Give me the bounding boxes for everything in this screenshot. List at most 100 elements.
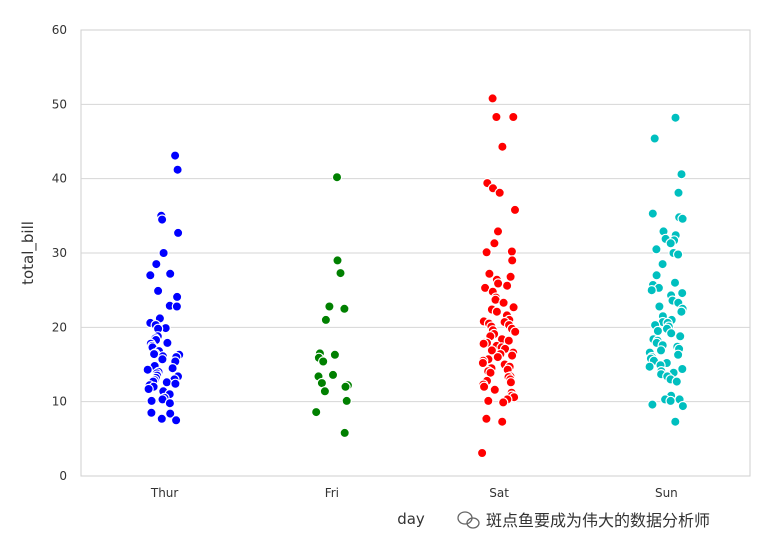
data-point-sun: [646, 285, 657, 296]
data-point-sun: [649, 133, 660, 144]
data-point-sat: [477, 357, 489, 369]
data-point-thur: [172, 227, 184, 239]
data-point-sat: [506, 350, 518, 361]
data-point-thur: [162, 337, 173, 349]
data-point-sat: [505, 377, 517, 388]
data-point-sun: [670, 112, 681, 123]
data-point-sat: [510, 326, 521, 337]
data-point-sat: [492, 278, 504, 289]
data-point-sun: [647, 399, 658, 410]
x-axis: Thur Fri Sat Sun: [150, 486, 678, 500]
data-point-thur: [171, 291, 183, 303]
data-point-sun: [673, 187, 684, 198]
data-point-thur: [161, 377, 172, 388]
data-point-sun: [654, 301, 665, 312]
data-point-sat: [498, 397, 509, 408]
watermark-text: 斑点鱼要成为伟大的数据分析师: [486, 511, 710, 530]
data-point-sat: [486, 345, 498, 356]
data-point-thur: [151, 258, 162, 270]
data-point-sun: [670, 416, 681, 427]
data-point-fri: [327, 369, 339, 381]
data-point-sat: [484, 268, 495, 279]
data-point-sat: [491, 111, 502, 123]
data-point-sun: [665, 238, 676, 249]
data-point-sat: [489, 384, 500, 395]
data-point-fri: [318, 356, 329, 367]
data-point-sun: [644, 361, 655, 372]
data-point-thur: [143, 383, 154, 395]
data-point-sat: [497, 416, 508, 427]
data-points: [142, 93, 689, 459]
data-point-sat: [506, 246, 518, 257]
y-tick-label: 20: [52, 320, 67, 334]
data-point-sun: [665, 395, 676, 407]
data-point-fri: [329, 349, 341, 360]
watermark: 斑点鱼要成为伟大的数据分析师: [457, 511, 710, 530]
data-point-thur: [148, 348, 160, 360]
data-point-sat: [487, 93, 498, 104]
data-point-sat: [509, 204, 521, 216]
data-point-fri: [331, 171, 343, 183]
data-point-sat: [508, 302, 519, 313]
data-point-sat: [491, 306, 503, 317]
data-point-fri: [341, 395, 352, 407]
data-point-sat: [497, 141, 508, 152]
data-point-thur: [167, 363, 178, 374]
data-point-sun: [655, 345, 667, 356]
gridlines: [81, 103, 750, 403]
data-point-fri: [320, 314, 332, 326]
x-axis-label: day: [397, 510, 425, 528]
data-point-thur: [171, 301, 183, 312]
data-point-sun: [676, 168, 687, 180]
data-point-sat: [492, 226, 504, 237]
x-tick-label: Thur: [150, 486, 179, 500]
data-point-sat: [478, 338, 489, 349]
data-point-fri: [332, 255, 343, 266]
data-point-sun: [672, 249, 684, 260]
data-point-sun: [657, 258, 668, 270]
data-point-thur: [164, 408, 176, 419]
y-axis: 0 10 20 30 40 50 60: [52, 23, 67, 483]
data-point-sat: [501, 280, 513, 291]
data-point-thur: [152, 285, 164, 297]
data-point-sun: [647, 208, 659, 219]
y-tick-label: 10: [52, 395, 67, 409]
y-tick-label: 40: [52, 172, 67, 186]
data-point-sun: [669, 277, 681, 288]
data-point-sat: [492, 351, 503, 363]
x-tick-label: Sun: [655, 486, 678, 500]
data-point-fri: [311, 406, 322, 418]
data-point-thur: [164, 268, 176, 279]
y-tick-label: 50: [52, 97, 67, 111]
data-point-sat: [483, 395, 494, 407]
data-point-thur: [170, 378, 181, 389]
data-point-fri: [340, 381, 351, 392]
data-point-thur: [146, 395, 157, 407]
data-point-sun: [666, 328, 677, 339]
data-point-thur: [157, 354, 168, 365]
data-point-thur: [156, 413, 167, 424]
data-point-thur: [169, 150, 181, 161]
y-tick-label: 30: [52, 246, 67, 260]
data-point-fri: [335, 267, 346, 279]
data-point-sat: [494, 187, 505, 198]
data-point-sat: [508, 111, 519, 123]
data-point-sat: [481, 413, 492, 424]
data-point-sun: [671, 376, 683, 387]
data-point-sun: [675, 331, 686, 342]
data-point-sun: [677, 213, 688, 224]
data-point-thur: [156, 214, 168, 225]
data-point-sun: [672, 349, 684, 360]
data-point-sat: [498, 297, 509, 308]
x-tick-label: Sat: [489, 486, 509, 500]
data-point-sun: [651, 270, 662, 281]
data-point-fri: [319, 386, 331, 397]
data-point-sat: [505, 271, 516, 282]
x-tick-label: Fri: [325, 486, 339, 500]
data-point-thur: [142, 364, 153, 375]
data-point-thur: [172, 164, 183, 175]
data-point-sat: [476, 447, 488, 459]
y-tick-label: 60: [52, 23, 67, 37]
